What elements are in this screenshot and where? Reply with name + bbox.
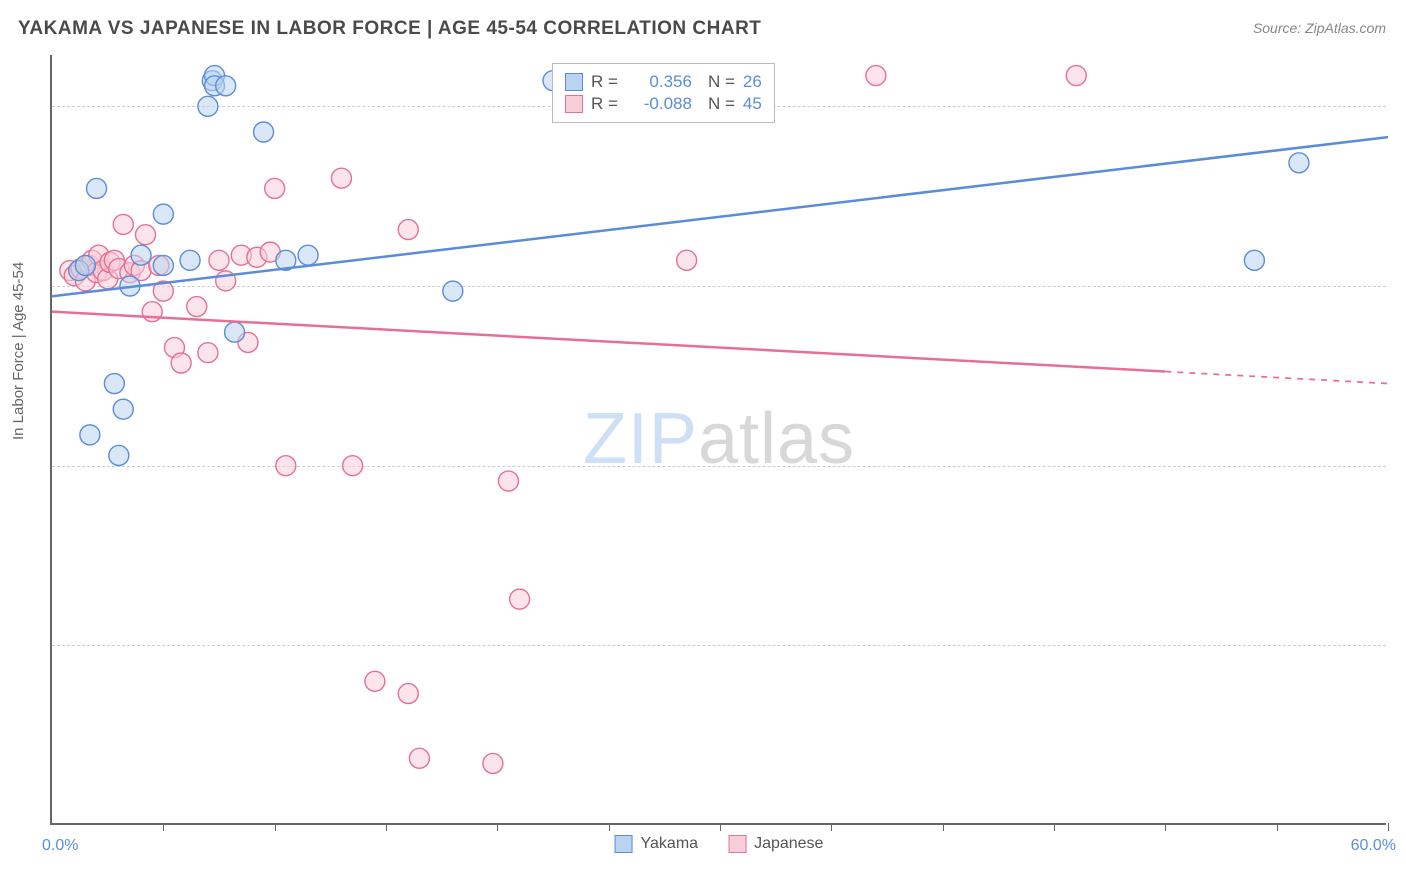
x-axis-min-label: 0.0%: [42, 837, 78, 855]
data-point: [276, 456, 296, 476]
x-tick: [1277, 823, 1278, 831]
data-point: [254, 122, 274, 142]
data-point: [331, 168, 351, 188]
data-point: [443, 281, 463, 301]
data-point: [180, 250, 200, 270]
data-point: [677, 250, 697, 270]
legend-item-japanese: Japanese: [728, 835, 823, 853]
data-point: [398, 684, 418, 704]
legend: Yakama Japanese: [615, 835, 824, 853]
data-point: [1244, 250, 1264, 270]
data-point: [365, 671, 385, 691]
y-tick-label: 100.0%: [1394, 97, 1406, 115]
x-tick: [1388, 823, 1389, 831]
chart-container: YAKAMA VS JAPANESE IN LABOR FORCE | AGE …: [0, 0, 1406, 892]
plot-svg: [52, 55, 1386, 823]
x-tick: [943, 823, 944, 831]
x-tick: [1165, 823, 1166, 831]
data-point: [198, 96, 218, 116]
data-point: [225, 322, 245, 342]
data-point: [104, 374, 124, 394]
chart-title: YAKAMA VS JAPANESE IN LABOR FORCE | AGE …: [18, 18, 761, 40]
plot-area: ZIPatlas 47.5%65.0%82.5%100.0% R = 0.356…: [50, 55, 1386, 825]
x-tick: [720, 823, 721, 831]
y-tick-label: 82.5%: [1394, 277, 1406, 295]
source-attribution: Source: ZipAtlas.com: [1253, 20, 1386, 36]
data-point: [398, 220, 418, 240]
stats-swatch-yakama: [565, 73, 583, 91]
data-point: [187, 297, 207, 317]
data-point: [866, 66, 886, 86]
r-label: R =: [591, 94, 618, 114]
data-point: [198, 343, 218, 363]
legend-item-yakama: Yakama: [615, 835, 699, 853]
x-tick: [1054, 823, 1055, 831]
data-point: [153, 204, 173, 224]
x-tick: [386, 823, 387, 831]
data-point: [113, 214, 133, 234]
data-point: [109, 445, 129, 465]
trend-line: [52, 137, 1388, 296]
n-value-yakama: 26: [743, 72, 762, 92]
data-point: [510, 589, 530, 609]
data-point: [1289, 153, 1309, 173]
data-point: [498, 471, 518, 491]
data-point: [1066, 66, 1086, 86]
r-value-japanese: -0.088: [626, 94, 692, 114]
trend-line: [52, 312, 1165, 372]
data-point: [87, 178, 107, 198]
n-label: N =: [708, 72, 735, 92]
legend-swatch-yakama: [615, 835, 633, 853]
stats-swatch-japanese: [565, 95, 583, 113]
data-point: [153, 255, 173, 275]
legend-label-japanese: Japanese: [754, 835, 823, 853]
x-tick: [163, 823, 164, 831]
data-point: [75, 255, 95, 275]
y-tick-label: 47.5%: [1394, 636, 1406, 654]
data-point: [209, 250, 229, 270]
x-tick: [831, 823, 832, 831]
x-tick: [497, 823, 498, 831]
r-label: R =: [591, 72, 618, 92]
data-point: [298, 245, 318, 265]
stats-row-japanese: R = -0.088 N = 45: [565, 94, 762, 114]
stats-row-yakama: R = 0.356 N = 26: [565, 72, 762, 92]
y-tick-label: 65.0%: [1394, 457, 1406, 475]
legend-label-yakama: Yakama: [641, 835, 699, 853]
stats-box: R = 0.356 N = 26 R = -0.088 N = 45: [552, 63, 775, 123]
data-point: [80, 425, 100, 445]
x-axis-max-label: 60.0%: [1351, 837, 1396, 855]
data-point: [483, 753, 503, 773]
r-value-yakama: 0.356: [626, 72, 692, 92]
trend-line-dashed: [1165, 372, 1388, 384]
x-tick: [609, 823, 610, 831]
y-axis-label: In Labor Force | Age 45-54: [10, 262, 27, 440]
n-value-japanese: 45: [743, 94, 762, 114]
data-point: [409, 748, 429, 768]
data-point: [171, 353, 191, 373]
data-point: [131, 245, 151, 265]
x-tick: [275, 823, 276, 831]
data-point: [136, 225, 156, 245]
n-label: N =: [708, 94, 735, 114]
data-point: [343, 456, 363, 476]
data-point: [265, 178, 285, 198]
legend-swatch-japanese: [728, 835, 746, 853]
data-point: [216, 76, 236, 96]
data-point: [113, 399, 133, 419]
